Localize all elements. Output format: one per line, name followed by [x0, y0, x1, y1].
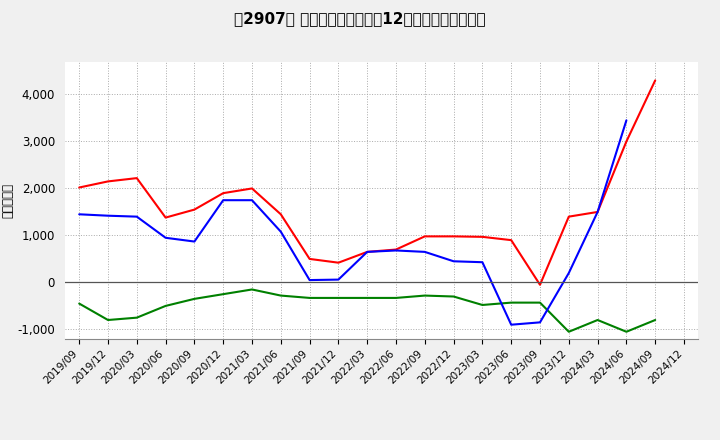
投資CF	[305, 295, 314, 301]
投資CF	[593, 317, 602, 323]
営業CF	[104, 179, 112, 184]
投資CF	[161, 303, 170, 308]
営業CF	[75, 185, 84, 190]
営業CF	[564, 214, 573, 219]
投資CF	[334, 295, 343, 301]
営業CF	[334, 260, 343, 265]
投資CF	[651, 317, 660, 323]
Text: 2907、 キャッシュフローの12か月移動合計の推移: 2907、 キャッシュフローの12か月移動合計の推移	[234, 11, 486, 26]
フリーCF	[363, 249, 372, 254]
営業CF	[622, 139, 631, 144]
営業CF	[161, 215, 170, 220]
フリーCF	[219, 198, 228, 203]
営業CF	[276, 212, 285, 217]
フリーCF	[276, 229, 285, 235]
営業CF	[219, 191, 228, 196]
フリーCF	[248, 198, 256, 203]
フリーCF	[334, 277, 343, 282]
フリーCF	[564, 271, 573, 276]
フリーCF	[593, 209, 602, 215]
投資CF	[564, 329, 573, 334]
投資CF	[190, 296, 199, 301]
Line: 投資CF: 投資CF	[79, 290, 655, 332]
投資CF	[622, 329, 631, 334]
営業CF	[651, 78, 660, 83]
フリーCF	[392, 248, 400, 253]
営業CF	[478, 234, 487, 239]
営業CF	[392, 247, 400, 252]
フリーCF	[536, 320, 544, 325]
営業CF	[593, 209, 602, 215]
フリーCF	[305, 278, 314, 283]
投資CF	[392, 295, 400, 301]
投資CF	[507, 300, 516, 305]
投資CF	[536, 300, 544, 305]
営業CF	[248, 186, 256, 191]
投資CF	[104, 317, 112, 323]
投資CF	[219, 292, 228, 297]
フリーCF	[622, 117, 631, 123]
フリーCF	[75, 212, 84, 217]
営業CF	[190, 207, 199, 212]
営業CF	[363, 249, 372, 254]
営業CF	[132, 176, 141, 181]
投資CF	[132, 315, 141, 320]
投資CF	[449, 294, 458, 299]
フリーCF	[478, 260, 487, 265]
Line: 営業CF: 営業CF	[79, 81, 655, 285]
フリーCF	[104, 213, 112, 218]
フリーCF	[161, 235, 170, 240]
投資CF	[276, 293, 285, 298]
投資CF	[420, 293, 429, 298]
投資CF	[478, 302, 487, 308]
投資CF	[248, 287, 256, 292]
フリーCF	[449, 259, 458, 264]
投資CF	[75, 301, 84, 306]
営業CF	[305, 256, 314, 261]
フリーCF	[507, 322, 516, 327]
営業CF	[420, 234, 429, 239]
営業CF	[507, 238, 516, 243]
投資CF	[363, 295, 372, 301]
Y-axis label: （百万円）: （百万円）	[1, 183, 14, 218]
Line: フリーCF: フリーCF	[79, 120, 626, 325]
フリーCF	[132, 214, 141, 219]
営業CF	[449, 234, 458, 239]
フリーCF	[420, 249, 429, 254]
営業CF	[536, 282, 544, 287]
フリーCF	[190, 239, 199, 244]
